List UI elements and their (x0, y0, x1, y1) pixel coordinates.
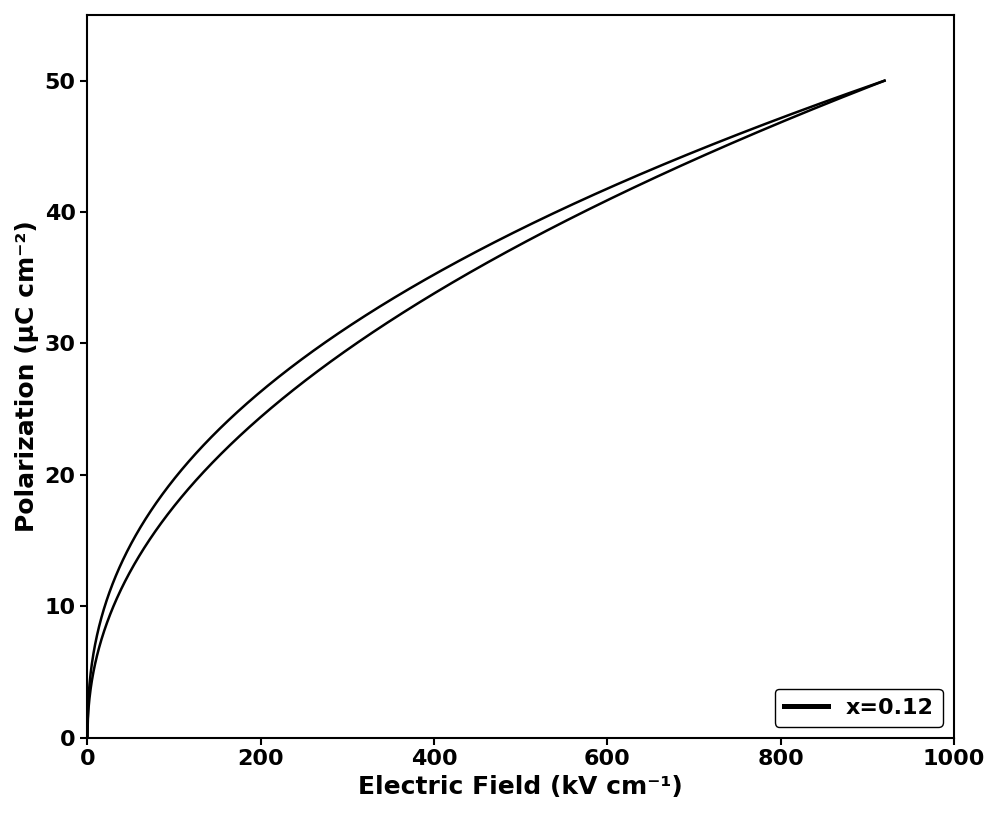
Y-axis label: Polarization (μC cm⁻²): Polarization (μC cm⁻²) (15, 221, 39, 532)
X-axis label: Electric Field (kV cm⁻¹): Electric Field (kV cm⁻¹) (358, 775, 683, 799)
Legend: x=0.12: x=0.12 (775, 689, 943, 727)
